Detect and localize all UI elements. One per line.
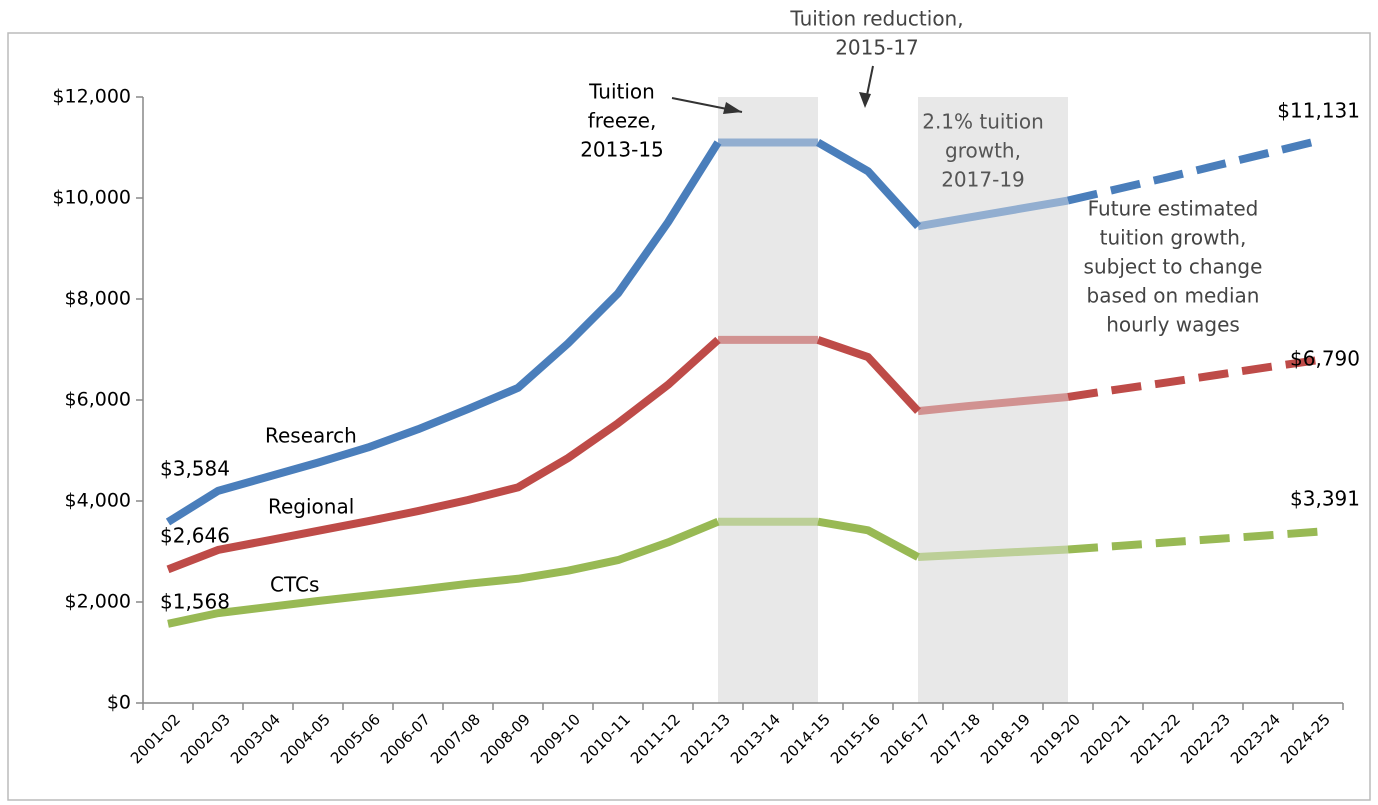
shaded-range — [718, 97, 818, 703]
series-line — [816, 336, 921, 414]
series-line — [917, 392, 1069, 416]
series-label: CTCs — [270, 573, 319, 597]
data-label: $6,790 — [1290, 347, 1360, 371]
annotation: Tuition reduction, — [789, 7, 963, 31]
annotation: 2013-15 — [580, 138, 664, 162]
series-line — [816, 138, 921, 229]
x-tick-label: 2024-25 — [1277, 710, 1334, 767]
data-label: $2,646 — [160, 524, 230, 548]
series-line — [1067, 527, 1319, 554]
arrow-head — [723, 102, 742, 114]
annotation: Tuition — [588, 80, 655, 104]
x-tick-label: 2014-15 — [777, 710, 834, 767]
chart-border — [7, 32, 1371, 801]
annotation: 2015-17 — [835, 36, 919, 60]
x-tick-label: 2005-06 — [327, 710, 384, 767]
annotation: subject to change — [1084, 255, 1263, 279]
y-tick-label: $2,000 — [65, 591, 131, 613]
annotation: hourly wages — [1106, 313, 1240, 337]
x-tick-label: 2021-22 — [1127, 710, 1184, 767]
x-tick-label: 2002-03 — [177, 710, 234, 767]
series-line — [1067, 356, 1319, 401]
series-line — [165, 140, 722, 526]
x-tick-label: 2019-20 — [1027, 710, 1084, 767]
y-tick-label: $6,000 — [65, 389, 131, 411]
x-tick-label: 2018-19 — [977, 710, 1034, 767]
x-tick-label: 2015-16 — [827, 710, 884, 767]
x-tick-label: 2022-23 — [1177, 710, 1234, 767]
series-line — [1067, 136, 1319, 205]
y-tick-label: $10,000 — [52, 187, 131, 209]
x-tick-label: 2004-05 — [277, 710, 334, 767]
x-tick-label: 2006-07 — [377, 710, 434, 767]
series-line — [167, 518, 720, 628]
annotation: 2.1% tuition — [922, 110, 1044, 134]
x-tick-label: 2017-18 — [927, 710, 984, 767]
series-line — [917, 196, 1069, 231]
annotation: freeze, — [588, 109, 657, 133]
data-label: $1,568 — [160, 590, 230, 614]
annotation: tuition growth, — [1100, 226, 1247, 250]
series-line — [166, 336, 721, 574]
y-tick-label: $0 — [107, 692, 131, 714]
series-line — [817, 517, 920, 561]
x-tick-label: 2016-17 — [877, 710, 934, 767]
y-tick-label: $8,000 — [65, 288, 131, 310]
x-tick-label: 2010-11 — [577, 710, 634, 767]
series-label: Research — [265, 424, 357, 448]
x-tick-label: 2007-08 — [427, 710, 484, 767]
x-tick-label: 2023-24 — [1227, 710, 1284, 767]
x-tick-label: 2013-14 — [727, 710, 784, 767]
annotation: 2017-19 — [941, 168, 1025, 192]
y-tick-label: $12,000 — [52, 86, 131, 108]
x-tick-label: 2012-13 — [677, 710, 734, 767]
x-tick-label: 2009-10 — [527, 710, 584, 767]
series-line — [917, 545, 1069, 562]
x-tick-label: 2003-04 — [227, 710, 284, 767]
data-label: $3,391 — [1290, 487, 1360, 511]
x-tick-label: 2011-12 — [627, 710, 684, 767]
x-tick-label: 2020-21 — [1077, 710, 1134, 767]
x-tick-label: 2001-02 — [127, 710, 184, 767]
data-label: $3,584 — [160, 457, 230, 481]
data-label: $11,131 — [1277, 99, 1360, 123]
annotation: Future estimated — [1088, 197, 1259, 221]
annotation: based on median — [1087, 284, 1260, 308]
annotation: growth, — [945, 139, 1021, 163]
x-tick-label: 2008-09 — [477, 710, 534, 767]
series-label: Regional — [268, 495, 354, 519]
arrow-head — [859, 92, 871, 108]
y-tick-label: $4,000 — [65, 490, 131, 512]
